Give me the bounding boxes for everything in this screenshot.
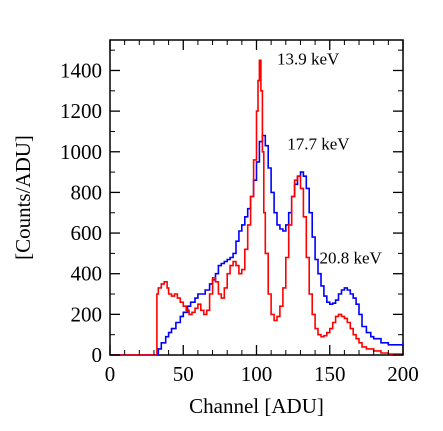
peak-annotation-0: 13.9 keV bbox=[277, 49, 340, 68]
x-tick-label: 0 bbox=[105, 362, 116, 386]
peak-annotation-1: 17.7 keV bbox=[287, 135, 350, 154]
y-tick-label: 1000 bbox=[60, 140, 102, 164]
annotations-layer: 13.9 keV 17.7 keV 20.8 keV bbox=[277, 49, 383, 267]
y-tick-label: 800 bbox=[71, 180, 103, 204]
series-line-1 bbox=[110, 59, 404, 356]
y-axis-label: [Counts/ADU] bbox=[11, 135, 35, 260]
y-tick-label: 400 bbox=[71, 262, 103, 286]
series-line-0 bbox=[110, 134, 404, 356]
y-tick-label: 600 bbox=[71, 221, 103, 245]
y-tick-label: 1400 bbox=[60, 58, 102, 82]
ticks-layer: 0 50 100 150 200 0 200 400 600 800 1000 1200 1400 bbox=[60, 40, 419, 386]
y-tick-label: 200 bbox=[71, 302, 103, 326]
x-tick-label: 100 bbox=[241, 362, 273, 386]
y-tick-label: 1200 bbox=[60, 99, 102, 123]
x-tick-label: 200 bbox=[387, 362, 419, 386]
x-tick-label: 150 bbox=[314, 362, 346, 386]
x-tick-label: 50 bbox=[173, 362, 194, 386]
x-axis-label: Channel [ADU] bbox=[189, 394, 324, 418]
peak-annotation-2: 20.8 keV bbox=[319, 249, 382, 268]
y-tick-label: 0 bbox=[92, 343, 103, 367]
series-layer bbox=[110, 59, 404, 356]
